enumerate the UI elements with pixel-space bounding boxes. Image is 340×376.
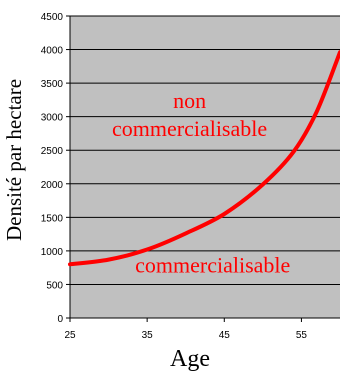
x-tick-label: 45 bbox=[219, 330, 231, 341]
annotation-label: commercialisable bbox=[135, 252, 290, 277]
plot-area bbox=[70, 16, 340, 318]
x-tick-label: 35 bbox=[142, 330, 154, 341]
y-tick-label: 2000 bbox=[41, 180, 64, 191]
y-tick-label: 0 bbox=[57, 314, 63, 325]
x-axis: 25 35 45 55 bbox=[64, 317, 340, 341]
y-tick-label: 1500 bbox=[41, 213, 64, 224]
grid-lines bbox=[70, 15, 340, 285]
annotation-layer: non commercialisable commercialisable bbox=[112, 88, 290, 277]
x-tick-label: 55 bbox=[296, 330, 308, 341]
y-axis-label: Densité par hectare bbox=[2, 79, 26, 241]
x-axis-label: Age bbox=[170, 346, 210, 371]
series-line bbox=[68, 50, 340, 267]
y-tick-label: 3500 bbox=[41, 79, 64, 90]
y-tick-label: 3000 bbox=[41, 113, 64, 124]
y-tick-label: 2500 bbox=[41, 146, 64, 157]
x-tick-label: 25 bbox=[64, 330, 76, 341]
annotation-label: non bbox=[173, 88, 206, 113]
annotation-label: commercialisable bbox=[112, 116, 267, 141]
y-axis: 0 500 1000 1500 2000 2500 3000 3500 4000 4500 bbox=[41, 12, 71, 325]
y-tick-label: 4000 bbox=[41, 46, 64, 57]
y-tick-label: 500 bbox=[46, 280, 63, 291]
series-layer bbox=[68, 50, 340, 267]
y-tick-label: 1000 bbox=[41, 247, 64, 258]
y-tick-label: 4500 bbox=[41, 12, 64, 23]
